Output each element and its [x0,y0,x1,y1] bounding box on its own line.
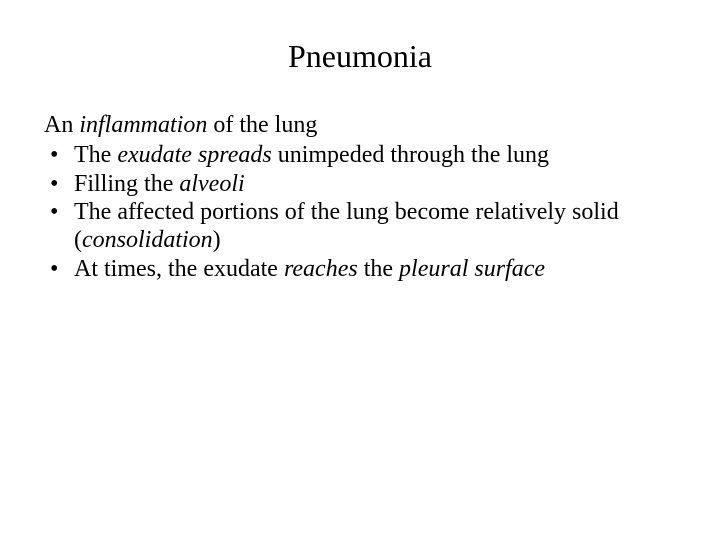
bullet-segment: pleural surface [399,256,545,282]
lead-post: of the lung [207,112,317,138]
bullet-item: The exudate spreads unimpeded through th… [44,141,680,169]
bullet-segment: At times, the exudate [74,256,284,282]
bullet-segment: ) [213,227,221,253]
slide-title: Pneumonia [0,38,720,75]
slide-body: An inflammation of the lung The exudate … [0,111,720,283]
bullet-item: The affected portions of the lung become… [44,198,680,255]
bullet-segment: exudate spreads [117,142,271,168]
bullet-list: The exudate spreads unimpeded through th… [44,141,680,283]
lead-line: An inflammation of the lung [44,111,680,139]
bullet-segment: consolidation [82,227,213,253]
bullet-item: Filling the alveoli [44,170,680,198]
bullet-segment: alveoli [179,171,244,197]
bullet-segment: the [358,256,399,282]
lead-italic: inflammation [79,112,207,138]
bullet-item: At times, the exudate reaches the pleura… [44,255,680,283]
bullet-segment: unimpeded through the lung [272,142,549,168]
bullet-segment: reaches [284,256,358,282]
bullet-segment: Filling the [74,171,179,197]
slide: Pneumonia An inflammation of the lung Th… [0,0,720,540]
lead-pre: An [44,112,79,138]
bullet-segment: The [74,142,117,168]
